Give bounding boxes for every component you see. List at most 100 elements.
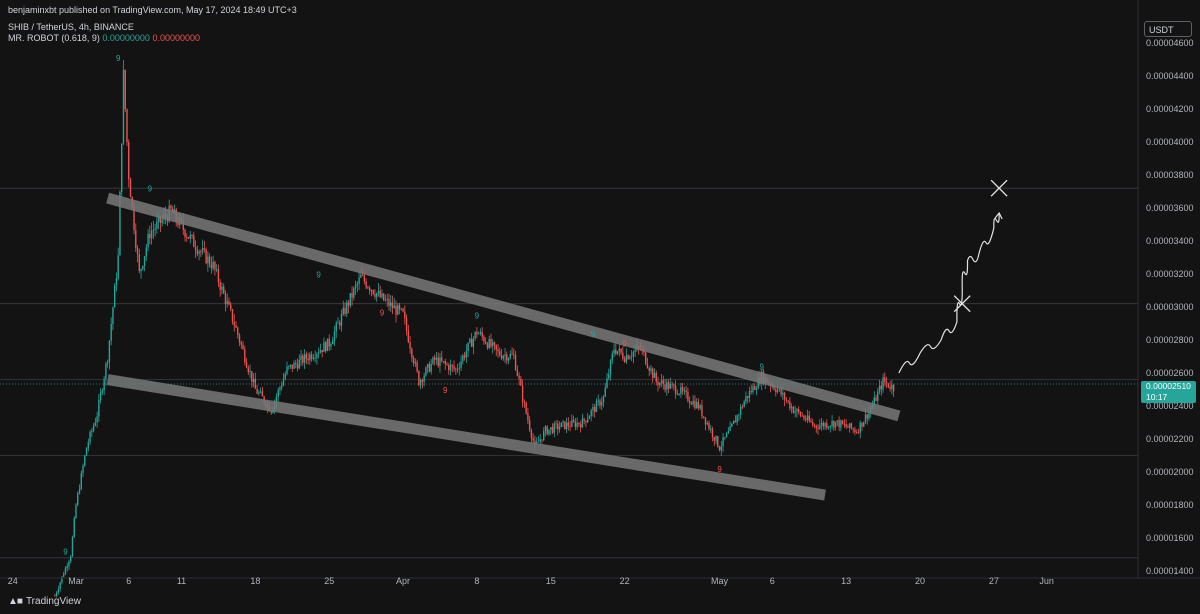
- projection-arrowhead: [994, 211, 1003, 220]
- candle-body: [346, 302, 348, 314]
- candle-body: [806, 415, 809, 420]
- candle-body: [198, 251, 200, 254]
- candle-body: [530, 430, 533, 438]
- candle-body: [150, 230, 153, 239]
- candle-body: [119, 191, 121, 256]
- price-tick-label: 0.00002600: [1146, 368, 1194, 378]
- time-tick-label: 13: [841, 576, 851, 586]
- price-tick-label: 0.00002200: [1146, 434, 1194, 444]
- candle-body: [135, 230, 137, 248]
- candle-body: [646, 363, 649, 368]
- candle-body: [820, 422, 823, 426]
- candle-body: [451, 364, 453, 366]
- candle-body: [592, 407, 594, 411]
- candle-body: [863, 422, 865, 427]
- candle-body: [602, 396, 605, 403]
- candle-body: [57, 588, 60, 593]
- candle-body: [571, 420, 573, 427]
- candle-body: [407, 330, 410, 342]
- candle-body: [834, 421, 837, 428]
- candle-body: [397, 305, 399, 315]
- publisher-line: benjaminxbt published on TradingView.com…: [8, 5, 297, 15]
- candle-body: [565, 422, 568, 430]
- candle-body: [335, 323, 337, 332]
- candle-body: [212, 261, 214, 269]
- price-tick-label: 0.00001800: [1146, 500, 1194, 510]
- candle-body: [426, 364, 429, 368]
- candle-body: [622, 352, 624, 359]
- candle-body: [358, 277, 360, 284]
- candles: [54, 60, 895, 598]
- candle-body: [430, 363, 432, 372]
- candle-body: [140, 269, 142, 272]
- candle-body: [836, 420, 839, 422]
- indicator-value-2: 0.00000000: [152, 33, 201, 43]
- candle-body: [878, 385, 881, 392]
- candle-body: [541, 439, 543, 441]
- candle-body: [856, 432, 858, 433]
- candle-body: [307, 358, 309, 361]
- candle-body: [572, 420, 575, 422]
- candle-body: [62, 574, 65, 577]
- candle-body: [604, 387, 606, 397]
- td-label: 9: [760, 363, 765, 372]
- candle-body: [481, 332, 483, 337]
- price-axis[interactable]: 0.00001400 0.00001600 0.00001800 0.00002000…: [1146, 38, 1194, 576]
- candle-body: [666, 382, 668, 390]
- candle-body: [557, 423, 559, 430]
- candle-body: [532, 437, 534, 441]
- candle-body: [845, 424, 847, 427]
- candle-body: [324, 342, 327, 352]
- candle-body: [314, 357, 316, 359]
- candle-body: [877, 391, 879, 401]
- candle-body: [727, 431, 730, 434]
- candle-body: [887, 383, 890, 387]
- candle-body: [736, 415, 738, 423]
- candle-body: [442, 361, 445, 362]
- candle-body: [606, 378, 608, 388]
- candle-body: [393, 305, 395, 309]
- candle-body: [261, 391, 264, 397]
- candle-body: [829, 425, 832, 427]
- candle-body: [453, 365, 455, 369]
- candle-body: [799, 412, 802, 416]
- candle-body: [108, 340, 111, 363]
- time-tick-label: 25: [324, 576, 334, 586]
- candle-body: [230, 304, 232, 310]
- candle-body: [578, 422, 580, 425]
- candle-body: [237, 327, 239, 335]
- candle-body: [695, 401, 698, 409]
- candle-body: [390, 302, 392, 307]
- candle-body: [432, 357, 434, 364]
- candle-body: [434, 357, 436, 360]
- candle-body: [328, 338, 330, 347]
- candle-body: [117, 255, 119, 279]
- candle-body: [613, 349, 615, 354]
- candle-body: [609, 360, 612, 375]
- candle-body: [66, 566, 68, 568]
- candle-body: [92, 425, 95, 431]
- candle-body: [333, 331, 336, 341]
- candle-body: [353, 288, 355, 298]
- candle-body: [277, 389, 279, 397]
- candle-body: [77, 493, 79, 505]
- candle-body: [794, 411, 796, 413]
- time-axis[interactable]: 24 Mar 6 11 18 25 Apr 8 15 22 May 6 13 20 27 Jun: [8, 576, 1054, 586]
- candle-body: [731, 423, 733, 427]
- candle-body: [880, 385, 883, 390]
- candle-body: [145, 247, 148, 257]
- candle-body: [449, 364, 452, 371]
- candle-body: [553, 423, 555, 433]
- candle-body: [59, 582, 61, 589]
- candle-body: [298, 359, 301, 369]
- tradingview-logo[interactable]: ▲■ TradingView: [8, 596, 81, 607]
- candle-body: [537, 441, 540, 443]
- candle-body: [678, 393, 680, 395]
- candle-body: [601, 402, 603, 406]
- candle-body: [490, 338, 492, 347]
- candle-body: [157, 216, 160, 222]
- candle-body: [419, 379, 422, 386]
- candle-body: [790, 406, 793, 409]
- currency-button[interactable]: USDT: [1144, 21, 1192, 37]
